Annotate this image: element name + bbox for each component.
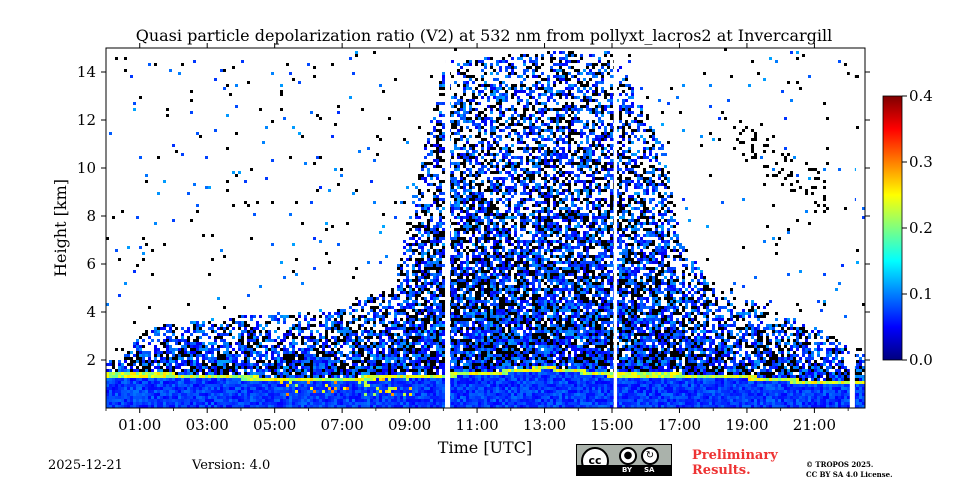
- date-label: 2025-12-21: [48, 458, 123, 473]
- copyright-line-1: © TROPOS 2025.: [806, 460, 874, 469]
- y-tick-label: 12: [77, 111, 96, 129]
- x-tick-label: 03:00: [186, 416, 229, 434]
- preliminary-line-1: Preliminary: [692, 448, 778, 463]
- colorbar-tick-label: 0.2: [909, 219, 933, 237]
- plot-frame: [105, 47, 866, 409]
- x-tick-label: 15:00: [590, 416, 633, 434]
- y-tick-label: 14: [77, 63, 96, 81]
- y-tick-label: 10: [77, 159, 96, 177]
- y-tick-label: 6: [86, 255, 96, 273]
- preliminary-notice: Preliminary Results.: [692, 448, 778, 478]
- badge-by-text: BY: [622, 466, 633, 474]
- y-tick-label: 2: [86, 351, 96, 369]
- plot-area: [106, 48, 865, 408]
- data-gap: [613, 48, 618, 408]
- data-gaps: [445, 48, 855, 408]
- x-tick-label: 07:00: [321, 416, 364, 434]
- x-axis-ticks: 01:00 03:00 05:00 07:00 09:00 11:00 13:00 15:00…: [105, 43, 849, 434]
- badge-strip: [577, 465, 671, 475]
- x-tick-label: 17:00: [658, 416, 701, 434]
- chart-title: Quasi particle depolarization ratio (V2)…: [136, 26, 833, 45]
- x-tick-label: 19:00: [725, 416, 768, 434]
- x-tick-label: 11:00: [455, 416, 498, 434]
- data-gap: [849, 48, 855, 408]
- colorbar-tick-label: 0.4: [909, 87, 933, 105]
- x-tick-label: 13:00: [523, 416, 566, 434]
- x-tick-label: 21:00: [793, 416, 836, 434]
- y-axis-label: Height [km]: [51, 179, 70, 277]
- copyright-line-2: CC BY SA 4.0 License.: [806, 470, 893, 479]
- x-tick-label: 09:00: [388, 416, 431, 434]
- colorbar-tick-label: 0.3: [909, 153, 933, 171]
- colorbar-tick-label: 0.0: [909, 351, 933, 369]
- by-person-icon: ●: [619, 447, 637, 465]
- colorbar-ticks: 0.0 0.1 0.2 0.3 0.4: [902, 87, 933, 369]
- copyright-notice: © TROPOS 2025. CC BY SA 4.0 License.: [806, 460, 893, 480]
- share-alike-icon: ↻: [641, 447, 659, 465]
- y-tick-label: 8: [86, 207, 96, 225]
- heatmap-cells: [106, 48, 865, 408]
- version-label: Version: 4.0: [192, 458, 271, 473]
- cc-license-badge: cc ● ↻ BY SA: [576, 444, 672, 476]
- x-axis-label: Time [UTC]: [438, 438, 532, 457]
- x-tick-label: 05:00: [253, 416, 296, 434]
- preliminary-line-2: Results.: [692, 463, 751, 478]
- x-tick-label: 01:00: [118, 416, 161, 434]
- data-gap: [445, 48, 451, 408]
- y-tick-label: 4: [86, 303, 96, 321]
- y-axis-ticks: 2 4 6 8 10 12 14: [77, 63, 870, 369]
- colorbar: [882, 95, 903, 361]
- colorbar-tick-label: 0.1: [909, 285, 933, 303]
- badge-sa-text: SA: [644, 466, 655, 474]
